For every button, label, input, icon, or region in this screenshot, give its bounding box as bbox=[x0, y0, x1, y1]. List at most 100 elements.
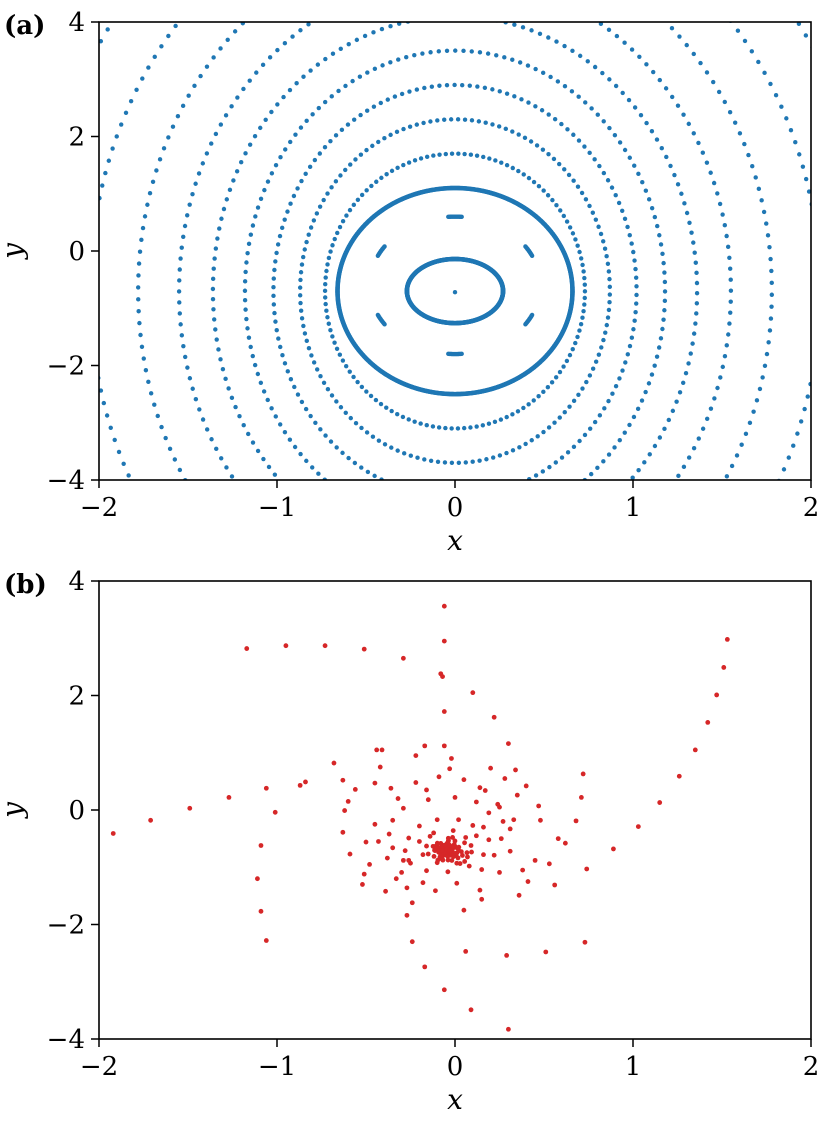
scatter-point bbox=[301, 74, 306, 79]
scatter-point bbox=[255, 205, 261, 210]
scatter-point bbox=[461, 48, 466, 54]
scatter-point bbox=[385, 553, 389, 557]
scatter-point bbox=[636, 467, 641, 473]
scatter-point bbox=[148, 817, 154, 823]
scatter-point bbox=[714, 692, 720, 698]
scatter-point bbox=[215, 675, 219, 679]
scatter-point bbox=[798, 419, 804, 424]
scatter-point bbox=[342, 808, 348, 813]
scatter-point bbox=[570, 289, 575, 295]
scatter-point bbox=[608, 725, 612, 729]
scatter-point bbox=[461, 907, 467, 913]
scatter-point bbox=[553, 375, 559, 380]
scatter-point bbox=[282, 361, 288, 366]
scatter-point bbox=[486, 17, 490, 21]
scatter-point bbox=[269, 109, 274, 115]
scatter-point bbox=[587, 150, 592, 156]
scatter-point bbox=[196, 171, 202, 176]
scatter-point bbox=[235, 95, 240, 100]
scatter-point bbox=[361, 646, 367, 652]
scatter-point bbox=[374, 747, 380, 753]
scatter-point bbox=[214, 446, 219, 452]
scatter-point bbox=[245, 628, 249, 632]
scatter-point bbox=[665, 624, 669, 628]
scatter-point bbox=[497, 646, 501, 650]
scatter-point bbox=[317, 151, 323, 156]
scatter-point bbox=[351, 374, 356, 380]
scatter-point bbox=[643, 707, 647, 711]
scatter-point bbox=[108, 425, 113, 430]
scatter-point bbox=[421, 120, 426, 126]
scatter-point bbox=[244, 560, 248, 564]
scatter-point bbox=[607, 77, 612, 82]
scatter-point bbox=[491, 714, 497, 720]
scatter-point bbox=[606, 27, 612, 33]
scatter-point bbox=[636, 171, 641, 177]
scatter-point bbox=[596, 224, 601, 229]
scatter-point bbox=[551, 156, 557, 162]
scatter-point bbox=[631, 249, 636, 255]
scatter-point bbox=[788, 128, 794, 133]
scatter-point bbox=[737, 131, 743, 136]
scatter-point bbox=[487, 757, 491, 761]
scatter-point bbox=[577, 53, 583, 59]
scatter-point bbox=[448, 848, 453, 854]
scatter-point bbox=[331, 760, 337, 766]
scatter-point bbox=[487, 156, 492, 161]
scatter-point bbox=[275, 242, 281, 247]
scatter-point bbox=[502, 776, 508, 781]
scatter-point bbox=[692, 600, 696, 604]
scatter-point bbox=[395, 411, 400, 417]
scatter-point bbox=[768, 81, 773, 87]
scatter-point bbox=[516, 132, 521, 137]
scatter-point bbox=[519, 97, 524, 102]
scatter-point bbox=[592, 157, 597, 162]
scatter-point bbox=[721, 9, 725, 13]
scatter-point bbox=[218, 357, 223, 362]
scatter-point bbox=[116, 449, 122, 455]
scatter-point bbox=[462, 758, 466, 762]
scatter-point bbox=[580, 386, 585, 391]
scatter-point bbox=[415, 455, 420, 460]
scatter-point bbox=[38, 348, 42, 352]
scatter-point bbox=[474, 424, 479, 429]
scatter-point bbox=[351, 538, 355, 542]
scatter-point bbox=[436, 774, 442, 780]
scatter-point bbox=[498, 488, 502, 492]
scatter-point bbox=[564, 219, 570, 224]
scatter-point bbox=[376, 139, 381, 145]
scatter-point bbox=[582, 275, 587, 281]
scatter-point bbox=[376, 550, 380, 554]
scatter-point bbox=[490, 455, 496, 460]
scatter-point bbox=[606, 269, 612, 274]
scatter-point bbox=[494, 525, 498, 529]
scatter-point bbox=[728, 288, 734, 293]
scatter-point bbox=[580, 315, 585, 320]
scatter-point bbox=[567, 404, 572, 409]
scatter-point bbox=[705, 720, 711, 725]
scatter-point bbox=[607, 550, 611, 554]
scatter-point bbox=[578, 795, 584, 800]
scatter-point bbox=[483, 492, 487, 496]
scatter-point bbox=[643, 188, 649, 193]
scatter-point bbox=[437, 83, 442, 88]
scatter-point bbox=[453, 604, 457, 608]
scatter-point bbox=[482, 562, 486, 566]
scatter-point bbox=[424, 154, 430, 160]
scatter-point bbox=[423, 492, 427, 496]
scatter-point bbox=[200, 161, 206, 166]
scatter-point bbox=[800, 164, 806, 169]
scatter-point bbox=[372, 66, 378, 72]
scatter-point bbox=[255, 635, 259, 639]
scatter-point bbox=[163, 539, 167, 543]
scatter-point bbox=[652, 443, 658, 449]
scatter-point bbox=[368, 588, 372, 592]
scatter-point bbox=[813, 356, 817, 360]
scatter-point bbox=[334, 445, 339, 450]
scatter-point bbox=[610, 391, 615, 396]
scatter-point bbox=[297, 285, 303, 290]
scatter-point bbox=[688, 351, 693, 356]
scatter-point bbox=[814, 344, 818, 348]
scatter-point bbox=[674, 616, 678, 620]
scatter-point bbox=[557, 369, 563, 375]
